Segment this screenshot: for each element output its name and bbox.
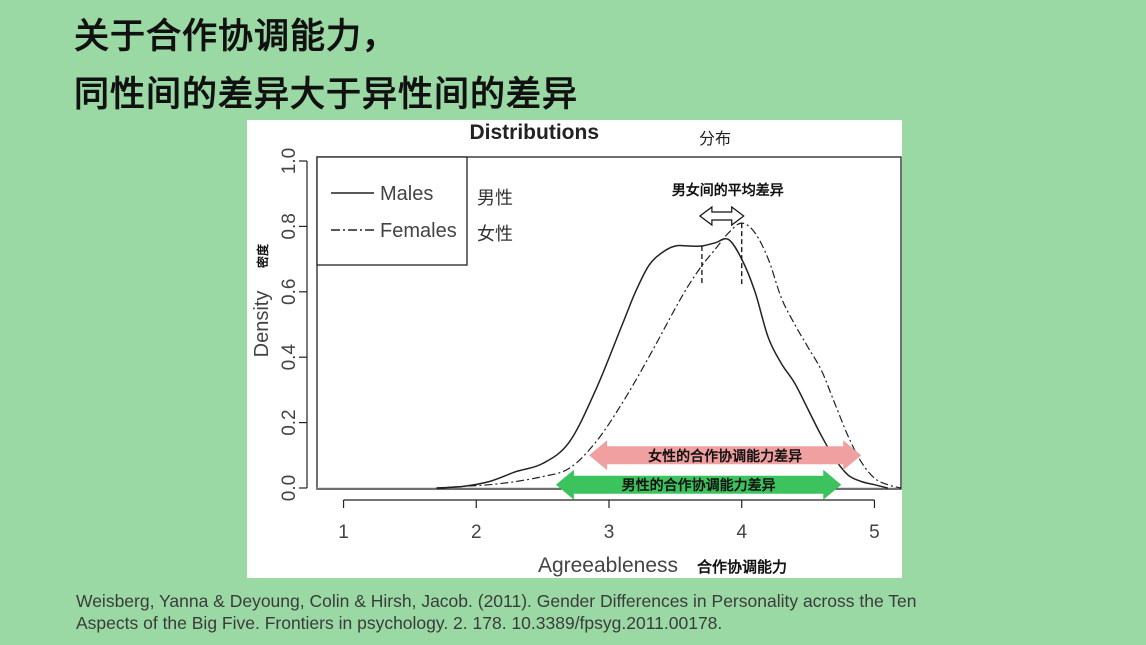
- male-range-label: 男性的合作协调能力差异: [622, 477, 776, 494]
- density-chart: 0.0 0.2 0.4 0.6 0.8 1.0 1 2 3 4 5 Distributions 分…: [251, 121, 902, 577]
- legend-box: [316, 156, 468, 266]
- series-line-females: [436, 222, 901, 489]
- mean-diff-label: 男女间的平均差异: [672, 182, 784, 199]
- chart-title: Distributions: [470, 121, 600, 144]
- legend-label-males: Males: [380, 183, 433, 205]
- headline-line-2: 同性间的差异大于异性间的差异: [74, 75, 579, 115]
- citation: Weisberg, Yanna & Deyoung, Colin & Hirsh…: [76, 590, 1116, 634]
- female-range-label: 女性的合作协调能力差异: [648, 448, 802, 465]
- y-axis: 0.0 0.2 0.4 0.6 0.8 1.0: [279, 148, 308, 501]
- female-range-arrow: [589, 440, 862, 471]
- mean-diff-arrow: [698, 205, 745, 227]
- x-tick-label: 2: [471, 522, 482, 543]
- chart-title-cn: 分布: [699, 129, 731, 148]
- x-tick-label: 1: [338, 522, 349, 543]
- y-axis-label: Density: [251, 291, 273, 358]
- y-axis-label-cn: 密度: [255, 243, 270, 268]
- y-tick-label: 1.0: [279, 148, 300, 174]
- headline-line-1: 关于合作协调能力，: [74, 17, 399, 57]
- x-axis-label-cn: 合作协调能力: [696, 558, 787, 576]
- chart-panel: 0.0 0.2 0.4 0.6 0.8 1.0 1 2 3 4 5 Distributions 分…: [247, 120, 902, 578]
- x-axis-label: Agreeableness: [538, 554, 678, 577]
- legend-label-females: Females: [380, 220, 457, 242]
- male-range-arrow: [555, 469, 842, 500]
- x-tick-label: 5: [869, 522, 880, 543]
- x-axis: 1 2 3 4 5: [338, 499, 880, 543]
- y-tick-label: 0.8: [279, 213, 300, 239]
- x-tick-label: 3: [604, 522, 615, 543]
- y-tick-label: 0.2: [279, 409, 300, 435]
- legend-label-males-cn: 男性: [477, 188, 513, 209]
- legend: Males Females 男性 女性: [316, 156, 513, 266]
- citation-line-2: Aspects of the Big Five. Frontiers in ps…: [76, 613, 723, 633]
- y-tick-label: 0.6: [279, 279, 300, 305]
- y-tick-label: 0.4: [279, 344, 300, 371]
- y-tick-label: 0.0: [279, 475, 300, 501]
- x-tick-label: 4: [736, 522, 747, 543]
- citation-line-1: Weisberg, Yanna & Deyoung, Colin & Hirsh…: [76, 591, 917, 611]
- legend-label-females-cn: 女性: [477, 224, 513, 245]
